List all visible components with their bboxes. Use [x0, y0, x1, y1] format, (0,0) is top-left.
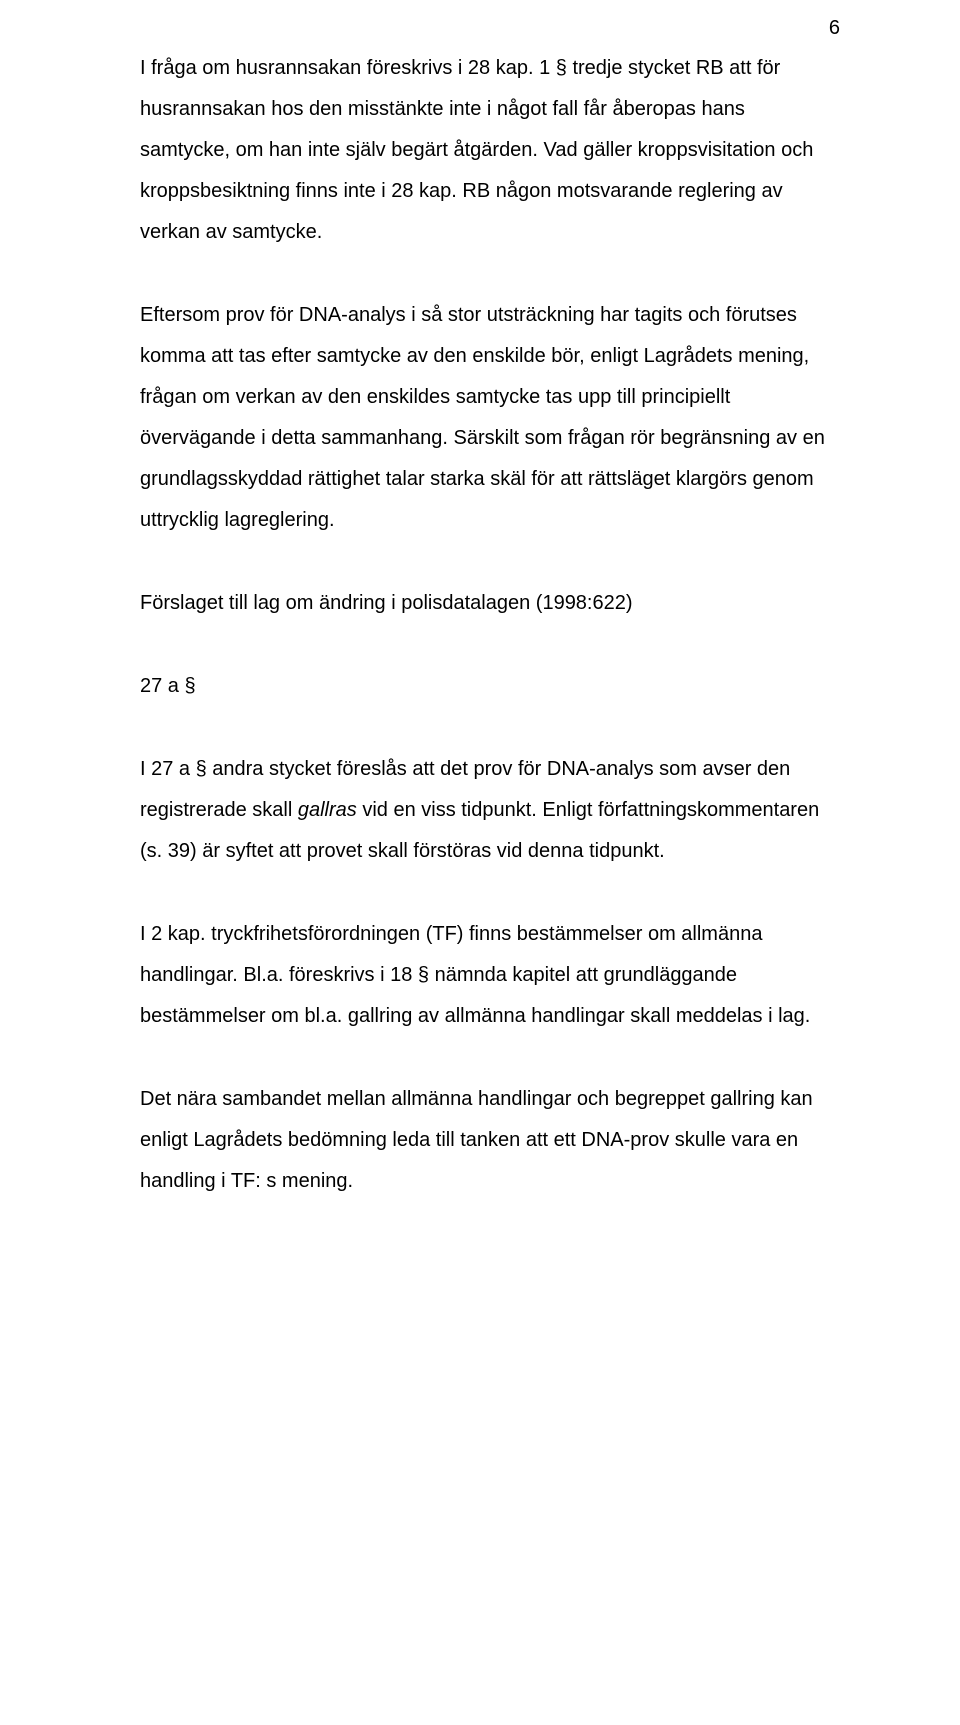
document-page: 6 I fråga om husrannsakan föreskrivs i 2… — [0, 0, 960, 1725]
paragraph-1: I fråga om husrannsakan föreskrivs i 28 … — [140, 48, 840, 253]
paragraph-5: I 27 a § andra stycket föreslås att det … — [140, 749, 840, 872]
paragraph-5-italic: gallras — [298, 799, 357, 821]
paragraph-2: Eftersom prov för DNA-analys i så stor u… — [140, 295, 840, 541]
paragraph-6: I 2 kap. tryckfrihetsförordningen (TF) f… — [140, 914, 840, 1037]
page-number: 6 — [829, 18, 840, 38]
paragraph-3-heading: Förslaget till lag om ändring i polisdat… — [140, 583, 840, 624]
paragraph-4-section: 27 a § — [140, 666, 840, 707]
paragraph-7: Det nära sambandet mellan allmänna handl… — [140, 1079, 840, 1202]
